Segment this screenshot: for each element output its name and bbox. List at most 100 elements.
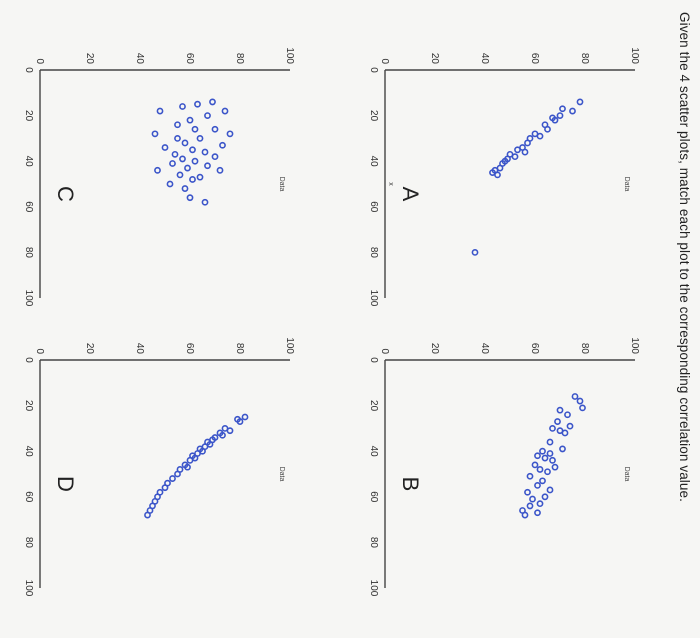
data-point xyxy=(179,103,186,110)
data-point xyxy=(184,463,191,471)
scatter-plot-d: 0 20 40 60 80 100 0 20 40 60 80 100 Data D xyxy=(23,337,295,596)
data-point xyxy=(184,164,191,172)
y-tick-label: 0 xyxy=(34,348,45,354)
x-tick-label: 0 xyxy=(368,67,379,73)
data-point xyxy=(526,472,534,480)
x-tick-label: 0 xyxy=(23,357,34,363)
data-point xyxy=(154,166,161,174)
data-point xyxy=(196,134,204,142)
plot-letter-label: B xyxy=(398,477,423,492)
data-point xyxy=(181,185,189,192)
x-tick-label: 80 xyxy=(368,537,379,549)
data-point xyxy=(226,427,234,435)
x-tick-label: 20 xyxy=(368,110,379,122)
data-point xyxy=(544,125,551,133)
data-point xyxy=(494,171,501,179)
data-point xyxy=(216,166,224,174)
y-tick-label: 20 xyxy=(429,343,440,355)
data-point xyxy=(541,493,549,501)
x-tick-label: 80 xyxy=(368,247,379,259)
x-tick-label: 40 xyxy=(23,446,34,458)
plot-title: Data xyxy=(278,177,285,192)
x-tick-label: 100 xyxy=(23,290,34,307)
data-point xyxy=(531,461,539,469)
data-point xyxy=(514,146,521,154)
data-point xyxy=(524,488,531,496)
data-point xyxy=(201,148,209,156)
y-tick-label: 100 xyxy=(629,47,640,64)
data-point xyxy=(191,125,199,133)
y-tick-label: 20 xyxy=(84,53,95,65)
data-point xyxy=(174,121,181,129)
data-point xyxy=(171,150,179,158)
y-tick-label: 20 xyxy=(429,53,440,65)
x-tick-label: 100 xyxy=(23,580,34,597)
y-tick-label: 80 xyxy=(579,53,590,65)
data-point xyxy=(541,454,549,462)
data-point xyxy=(189,146,196,154)
data-point xyxy=(551,116,559,124)
data-point xyxy=(559,445,566,453)
data-point xyxy=(579,404,586,412)
data-point xyxy=(534,452,541,460)
data-point xyxy=(521,511,529,519)
data-point xyxy=(241,413,249,421)
y-tick-label: 0 xyxy=(379,58,390,64)
data-point xyxy=(549,456,556,464)
y-tick-label: 60 xyxy=(529,343,540,355)
x-tick-label: 80 xyxy=(23,247,34,259)
data-point xyxy=(536,500,544,508)
data-point xyxy=(204,112,211,119)
data-point xyxy=(209,98,216,106)
data-point xyxy=(524,139,531,147)
data-point xyxy=(204,162,211,170)
data-point xyxy=(219,141,226,149)
data-point xyxy=(186,194,194,202)
data-point xyxy=(536,132,544,140)
data-point xyxy=(554,418,561,425)
data-point xyxy=(556,406,564,414)
y-tick-label: 40 xyxy=(134,53,145,65)
data-point xyxy=(534,509,541,517)
plot-letter-label: D xyxy=(53,476,78,492)
data-point xyxy=(571,393,579,400)
data-point xyxy=(546,450,554,457)
plot-title: Data xyxy=(623,467,630,482)
data-point xyxy=(181,139,189,147)
data-point xyxy=(539,447,546,455)
data-point xyxy=(219,431,226,439)
y-tick-label: 100 xyxy=(284,47,295,64)
y-tick-label: 40 xyxy=(479,343,490,355)
x-tick-label: 40 xyxy=(23,156,34,168)
scatter-plot-b: 0 20 40 60 80 100 0 20 40 60 80 100 Data B xyxy=(368,337,640,596)
plot-letter-label: A xyxy=(398,187,423,202)
y-tick-label: 80 xyxy=(234,343,245,355)
data-point xyxy=(186,456,194,464)
data-point xyxy=(526,502,534,510)
y-tick-label: 60 xyxy=(529,53,540,65)
data-point xyxy=(196,173,204,181)
data-point xyxy=(169,160,176,167)
data-point xyxy=(521,148,529,156)
data-point xyxy=(211,125,219,133)
data-point xyxy=(211,153,219,161)
scatter-plot-a: 0 20 40 60 80 100 0 20 40 60 80 100 Data xA xyxy=(368,47,640,306)
x-tick-label: 40 xyxy=(368,446,379,458)
data-point xyxy=(226,130,234,138)
data-point xyxy=(156,107,164,115)
data-point xyxy=(161,484,169,492)
data-point xyxy=(576,397,584,405)
data-point xyxy=(534,481,541,489)
data-point xyxy=(151,130,159,138)
data-point xyxy=(549,424,556,432)
y-tick-label: 0 xyxy=(34,58,45,64)
y-tick-label: 60 xyxy=(184,53,195,65)
x-tick-label: 0 xyxy=(368,357,379,363)
x-tick-label: 20 xyxy=(23,110,34,122)
data-point xyxy=(174,134,181,142)
data-point xyxy=(189,176,196,183)
data-point xyxy=(166,180,174,188)
scatter-plot-c: 0 20 40 60 80 100 0 20 40 60 80 100 Data C xyxy=(23,47,295,306)
data-point xyxy=(546,486,554,494)
